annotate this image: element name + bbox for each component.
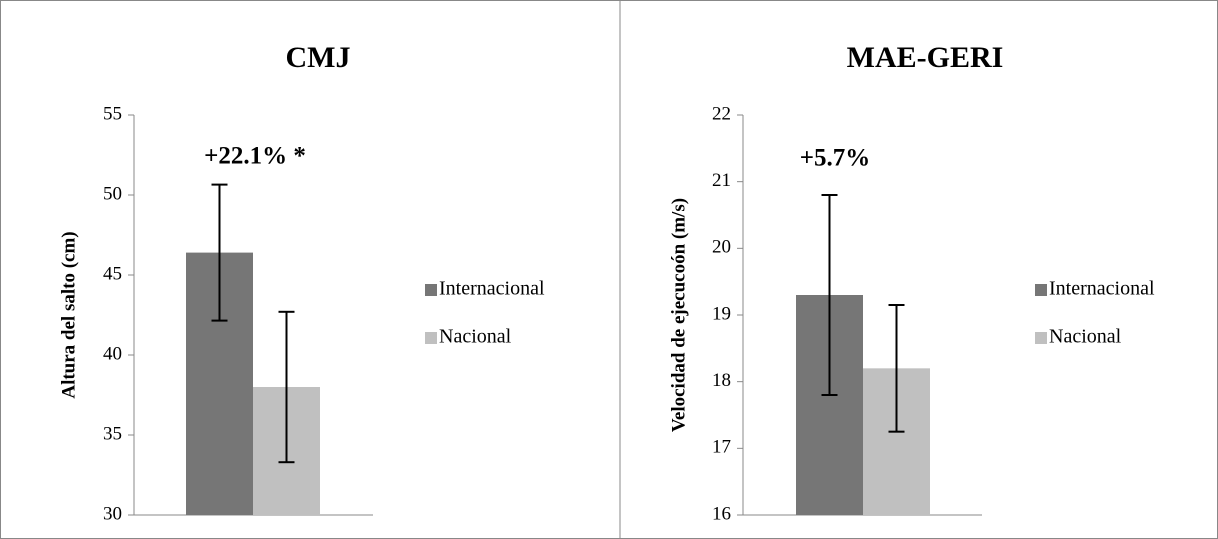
y-tick-label: 50 <box>103 183 122 204</box>
y-tick-label: 35 <box>103 423 122 444</box>
y-tick-label: 18 <box>712 370 731 391</box>
legend-swatch <box>425 332 437 344</box>
legend-label: Nacional <box>439 326 512 348</box>
legend-label: Internacional <box>439 278 545 300</box>
y-tick-label: 19 <box>712 303 731 324</box>
y-tick-label: 40 <box>103 343 122 364</box>
annotation: +22.1% * <box>204 143 306 170</box>
y-axis-label: Altura del salto (cm) <box>58 231 79 398</box>
y-tick-label: 55 <box>103 103 122 124</box>
y-tick-label: 17 <box>712 437 731 458</box>
legend-swatch <box>1035 284 1047 296</box>
chart-title: MAE-GERI <box>847 41 1004 74</box>
legend-label: Internacional <box>1049 278 1155 300</box>
y-tick-label: 30 <box>103 503 122 524</box>
y-axis-label: Velocidad de ejecucoón (m/s) <box>668 198 689 432</box>
legend-swatch <box>1035 332 1047 344</box>
legend-label: Nacional <box>1049 326 1122 348</box>
y-tick-label: 21 <box>712 170 731 191</box>
legend-swatch <box>425 284 437 296</box>
y-tick-label: 20 <box>712 237 731 258</box>
y-tick-label: 16 <box>712 503 731 524</box>
y-tick-label: 45 <box>103 263 122 284</box>
y-tick-label: 22 <box>712 103 731 124</box>
chart-title: CMJ <box>286 41 351 74</box>
annotation: +5.7% <box>800 145 871 172</box>
